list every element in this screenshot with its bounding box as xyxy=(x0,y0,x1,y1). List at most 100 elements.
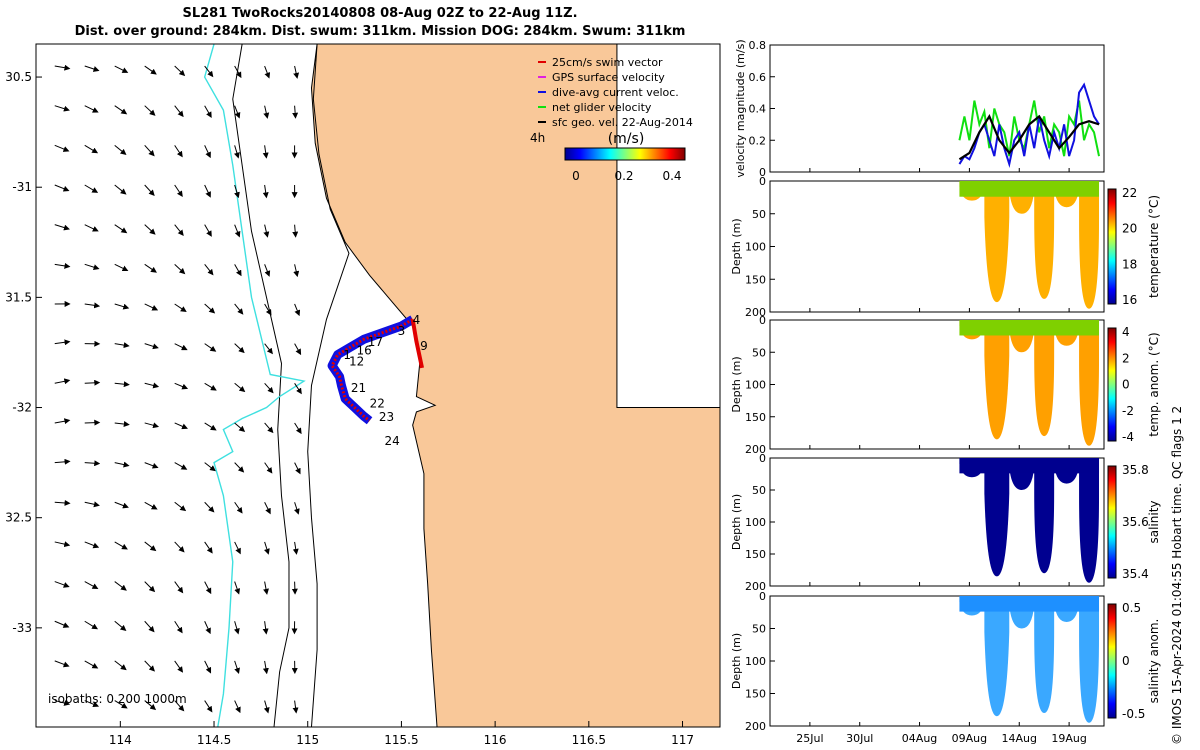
current-vector xyxy=(144,303,159,311)
track-day-label: 12 xyxy=(349,355,364,369)
current-vector xyxy=(204,382,217,391)
current-vector xyxy=(294,303,301,317)
current-vector xyxy=(174,65,186,77)
current-vector xyxy=(264,422,274,434)
current-vector xyxy=(144,343,159,350)
current-vector xyxy=(54,105,70,112)
current-vector xyxy=(84,184,99,193)
current-vector xyxy=(262,660,269,675)
current-vector xyxy=(174,145,183,158)
current-vector xyxy=(54,581,70,588)
current-vector xyxy=(234,660,240,675)
velocity-series-line xyxy=(958,114,1100,161)
current-vector xyxy=(174,581,184,594)
salinity-y-tick-label: 200 xyxy=(745,580,766,593)
legend-label: GPS surface velocity xyxy=(552,71,665,84)
current-vector xyxy=(234,145,240,159)
current-vector xyxy=(54,418,71,425)
x-tick-label: 116.5 xyxy=(572,733,606,747)
current-vector xyxy=(54,458,71,465)
y-tick-label: 30.5 xyxy=(5,70,32,84)
x-tick-label: 116 xyxy=(484,733,507,747)
temp_anom-y-tick-label: 100 xyxy=(745,379,766,392)
current-vector xyxy=(234,184,240,199)
current-vector xyxy=(234,581,241,595)
current-vector xyxy=(294,383,302,395)
sal_anom-colorbar xyxy=(1107,603,1117,719)
current-vector xyxy=(144,145,155,157)
sal_anom-dive-profile xyxy=(1034,596,1055,713)
current-vector xyxy=(114,421,130,428)
temp_anom-y-tick-label: 200 xyxy=(745,443,766,456)
current-vector xyxy=(204,501,215,513)
sal_anom-colorbar-tick-label: 0 xyxy=(1122,654,1130,668)
current-vector xyxy=(114,65,129,73)
current-vector xyxy=(204,621,211,635)
salinity-colorbar-tick-label: 35.4 xyxy=(1122,567,1149,581)
current-vector xyxy=(54,339,71,346)
legend-label: 25cm/s swim vector xyxy=(552,56,663,69)
track-day-label: 16 xyxy=(356,344,371,358)
temperature-colorbar-tick-label: 16 xyxy=(1122,293,1137,307)
salinity-colorbar-tick-label: 35.8 xyxy=(1122,463,1149,477)
temperature-y-tick-label: 0 xyxy=(759,175,766,188)
current-vector xyxy=(293,502,300,515)
time-tick-label: 19Aug xyxy=(1051,732,1086,745)
current-vector xyxy=(234,700,241,714)
track-day-label: 4 xyxy=(413,313,421,327)
temp_anom-colorbar-tick-label: 2 xyxy=(1122,351,1130,365)
current-vector xyxy=(144,224,156,235)
current-vector xyxy=(84,460,101,467)
velocity-panel-frame xyxy=(769,44,1105,173)
colorbar-tick-label: 0.2 xyxy=(614,169,633,183)
current-vector xyxy=(144,660,155,672)
current-vector xyxy=(264,462,273,474)
x-tick-label: 117 xyxy=(671,733,694,747)
current-vector xyxy=(234,264,242,277)
current-vector xyxy=(264,264,271,277)
current-vector xyxy=(114,541,128,550)
current-vector xyxy=(234,382,246,393)
temperature-y-tick-label: 150 xyxy=(745,273,766,286)
current-vector xyxy=(174,303,187,313)
current-vector xyxy=(293,65,300,79)
current-vector xyxy=(204,422,217,431)
temperature-colorbar xyxy=(1107,188,1117,305)
x-tick-label: 114 xyxy=(109,733,132,747)
current-vector xyxy=(292,700,299,714)
figure-title-line2: Dist. over ground: 284km. Dist. swum: 31… xyxy=(74,24,686,39)
current-vector xyxy=(144,382,160,389)
sal_anom-y-tick-label: 150 xyxy=(745,688,766,701)
x-tick-label: 115.5 xyxy=(384,733,418,747)
current-vector xyxy=(54,64,71,71)
salinity-y-axis-label: Depth (m) xyxy=(730,494,743,550)
temperature-y-tick-label: 100 xyxy=(745,241,766,254)
current-vector xyxy=(174,184,183,198)
x-tick-label: 115 xyxy=(296,733,319,747)
current-vector xyxy=(114,581,127,591)
current-vector xyxy=(174,501,187,512)
legend-label: net glider velocity xyxy=(552,101,652,114)
current-vector xyxy=(292,224,299,238)
time-scale-label: 4h xyxy=(530,131,545,145)
salinity-dive-profile xyxy=(984,458,1010,577)
current-vector xyxy=(114,381,130,388)
temp_anom-colorbar-tick-label: -4 xyxy=(1122,430,1134,444)
legend-label: sfc geo. vel. 22-Aug-2014 xyxy=(552,116,693,129)
track-day-label: 21 xyxy=(351,381,366,395)
time-tick-label: 14Aug xyxy=(1002,732,1037,745)
track-day-label: 9 xyxy=(420,339,428,353)
current-vector xyxy=(264,502,271,515)
current-vector xyxy=(144,581,156,593)
current-vector xyxy=(174,105,184,118)
legend-label: dive-avg current veloc. xyxy=(552,86,679,99)
temperature-surface-band xyxy=(959,181,1100,197)
current-vector xyxy=(174,263,186,275)
temperature-y-axis-label: Depth (m) xyxy=(730,218,743,274)
salinity-y-tick-label: 50 xyxy=(752,484,766,497)
current-vector xyxy=(84,660,99,669)
current-vector xyxy=(264,65,271,79)
current-vector xyxy=(204,462,216,472)
current-vector xyxy=(84,263,100,271)
